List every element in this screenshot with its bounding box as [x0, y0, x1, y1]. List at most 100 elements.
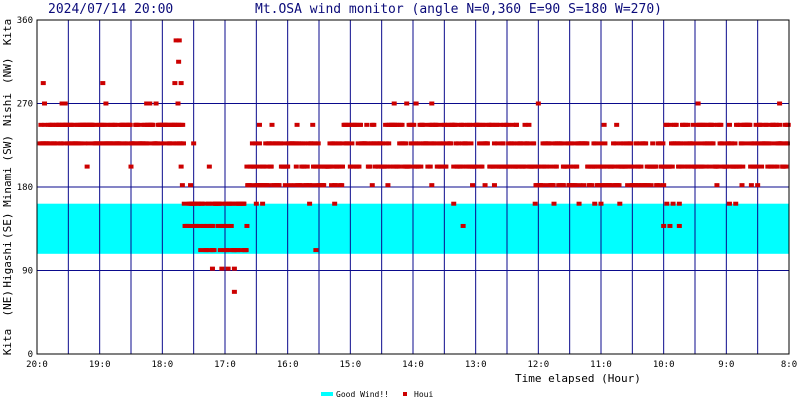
- data-point: [600, 164, 606, 169]
- data-point: [546, 141, 552, 146]
- data-point: [365, 141, 371, 146]
- x-tick-label: 20:0: [26, 360, 48, 370]
- data-point: [103, 101, 109, 106]
- data-point: [676, 201, 682, 206]
- data-point: [699, 164, 705, 169]
- data-point: [705, 141, 711, 146]
- data-point: [516, 164, 522, 169]
- data-point: [178, 81, 184, 86]
- data-point: [276, 183, 282, 188]
- data-point: [173, 38, 179, 43]
- data-point: [547, 164, 553, 169]
- data-point: [225, 248, 231, 253]
- data-point: [310, 183, 316, 188]
- data-point: [298, 183, 304, 188]
- data-point: [155, 141, 161, 146]
- data-point: [285, 164, 291, 169]
- data-point: [181, 201, 187, 206]
- data-point: [491, 183, 497, 188]
- data-point: [598, 201, 604, 206]
- legend-swatch-houi: [403, 392, 407, 396]
- x-tick-label: 9:0: [718, 360, 734, 370]
- data-point: [86, 141, 92, 146]
- data-point: [220, 223, 226, 228]
- data-point: [714, 183, 720, 188]
- data-point: [386, 141, 392, 146]
- data-point: [294, 122, 300, 127]
- data-point: [551, 201, 557, 206]
- data-point: [737, 164, 743, 169]
- data-point: [784, 122, 790, 127]
- data-point: [473, 164, 479, 169]
- data-point: [307, 183, 313, 188]
- y-axis-label-part: Higashi: [1, 241, 14, 287]
- data-point: [739, 183, 745, 188]
- timestamp: 2024/07/14 20:00: [48, 2, 173, 17]
- data-point: [686, 164, 692, 169]
- data-point: [61, 141, 67, 146]
- data-point: [332, 141, 338, 146]
- data-point: [225, 266, 231, 271]
- data-point: [399, 122, 405, 127]
- y-tick-label: 270: [17, 100, 33, 110]
- data-point: [482, 183, 488, 188]
- data-point: [695, 101, 701, 106]
- data-point: [572, 183, 578, 188]
- chart-title: Mt.OSA wind monitor (angle N=0,360 E=90 …: [255, 2, 662, 17]
- data-point: [780, 164, 786, 169]
- data-point: [429, 183, 435, 188]
- data-point: [84, 164, 90, 169]
- data-point: [629, 183, 635, 188]
- data-point: [494, 122, 500, 127]
- data-point: [771, 141, 777, 146]
- data-point: [625, 183, 631, 188]
- data-point: [481, 122, 486, 127]
- data-point: [176, 59, 182, 64]
- data-point: [167, 141, 173, 146]
- y-tick-label: 180: [17, 183, 33, 193]
- data-point: [470, 183, 476, 188]
- data-point: [729, 141, 735, 146]
- y-axis-label-part: Nishi: [1, 93, 14, 126]
- data-point: [215, 223, 221, 228]
- data-point: [42, 101, 48, 106]
- data-point: [653, 164, 659, 169]
- data-point: [740, 164, 746, 169]
- data-point: [550, 183, 556, 188]
- data-point: [758, 122, 764, 127]
- data-point: [260, 201, 266, 206]
- data-point: [384, 164, 390, 169]
- y-axis-label-part: (NW): [1, 58, 14, 85]
- data-point: [71, 122, 77, 127]
- data-point: [264, 164, 270, 169]
- y-axis-label-part: (NE): [1, 290, 14, 317]
- data-point: [581, 183, 587, 188]
- data-point: [667, 223, 673, 228]
- data-point: [748, 183, 754, 188]
- data-point: [685, 122, 691, 127]
- data-point: [670, 201, 676, 206]
- data-point: [513, 122, 519, 127]
- data-point: [543, 164, 549, 169]
- data-point: [607, 183, 613, 188]
- data-point: [522, 122, 528, 127]
- data-point: [206, 201, 212, 206]
- y-axis-label: Kita (NE) Higashi(SE) Minami (SW) Nishi (NW) Ki…: [1, 19, 14, 356]
- data-point: [660, 141, 666, 146]
- data-point: [198, 248, 204, 253]
- data-point: [40, 81, 46, 86]
- data-point: [307, 201, 313, 206]
- data-point: [723, 164, 729, 169]
- data-point: [315, 141, 321, 146]
- data-point: [773, 122, 779, 127]
- data-point: [565, 141, 571, 146]
- data-point: [229, 201, 235, 206]
- data-point: [478, 141, 484, 146]
- data-point: [287, 183, 293, 188]
- data-point: [755, 141, 761, 146]
- data-point: [42, 122, 48, 127]
- data-point: [577, 183, 583, 188]
- x-tick-label: 19:0: [89, 360, 111, 370]
- data-point: [353, 122, 359, 127]
- data-point: [188, 183, 194, 188]
